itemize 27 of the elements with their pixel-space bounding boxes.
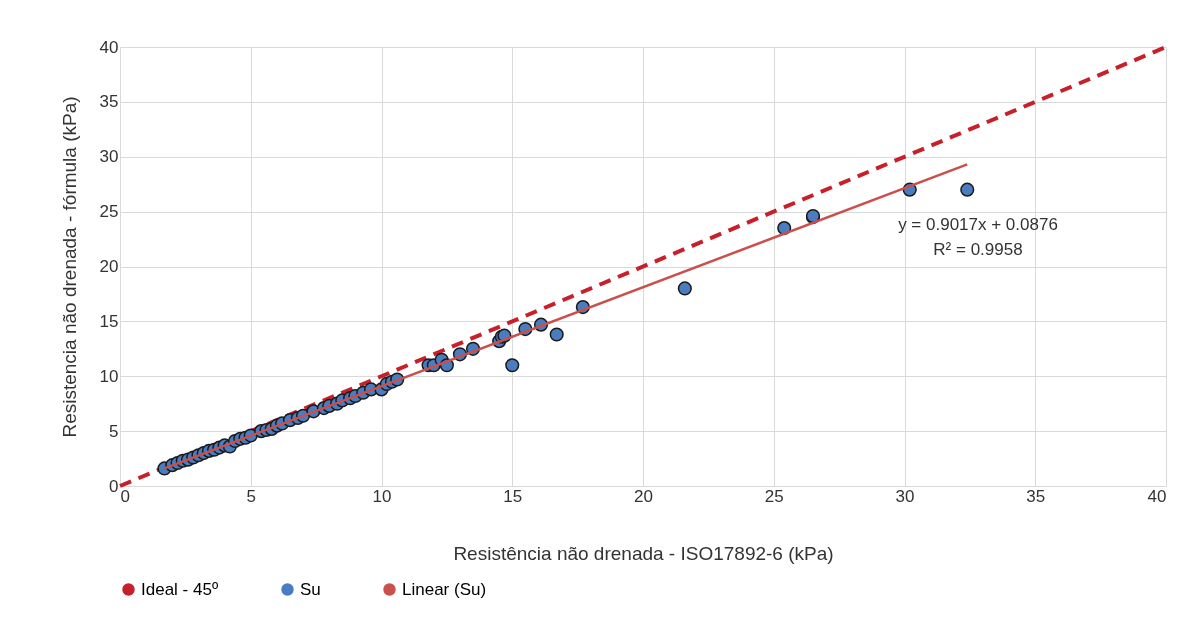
- y-tick-label: 5: [109, 421, 119, 441]
- x-tick-label: 15: [503, 486, 523, 506]
- x-tick-label: 5: [246, 486, 256, 506]
- y-axis-title: Resistencia não drenada - fórmula (kPa): [58, 96, 80, 438]
- point: [677, 281, 692, 296]
- point: [549, 327, 564, 342]
- x-tick-label: 35: [1026, 486, 1046, 506]
- legend-label: Su: [300, 579, 321, 599]
- y-tick-label: 15: [99, 311, 119, 331]
- y-tick-label: 10: [99, 366, 119, 386]
- legend-label: Ideal - 45º: [141, 579, 219, 599]
- x-tick-label: 20: [634, 486, 653, 506]
- y-tick-label: 20: [99, 257, 119, 276]
- point: [505, 358, 520, 373]
- y-tick-label: 30: [99, 147, 119, 167]
- annotation: y = 0.9017x + 0.0876: [898, 215, 1058, 234]
- x-tick-label: 10: [372, 486, 392, 506]
- point: [960, 182, 975, 197]
- y-tick-label: 40: [99, 37, 119, 57]
- y-tick-label: 35: [99, 92, 119, 112]
- y-tick-label: 25: [99, 202, 119, 222]
- x-axis-title: Resistência não drenada - ISO17892-6 (kPa): [453, 542, 834, 564]
- legend-label: Linear (Su): [402, 579, 487, 599]
- x-tick-label: 40: [1147, 486, 1167, 506]
- annotation: R² = 0.9958: [933, 240, 1023, 259]
- x-tick-label: 25: [764, 486, 784, 506]
- x-tick-label: 30: [895, 486, 915, 506]
